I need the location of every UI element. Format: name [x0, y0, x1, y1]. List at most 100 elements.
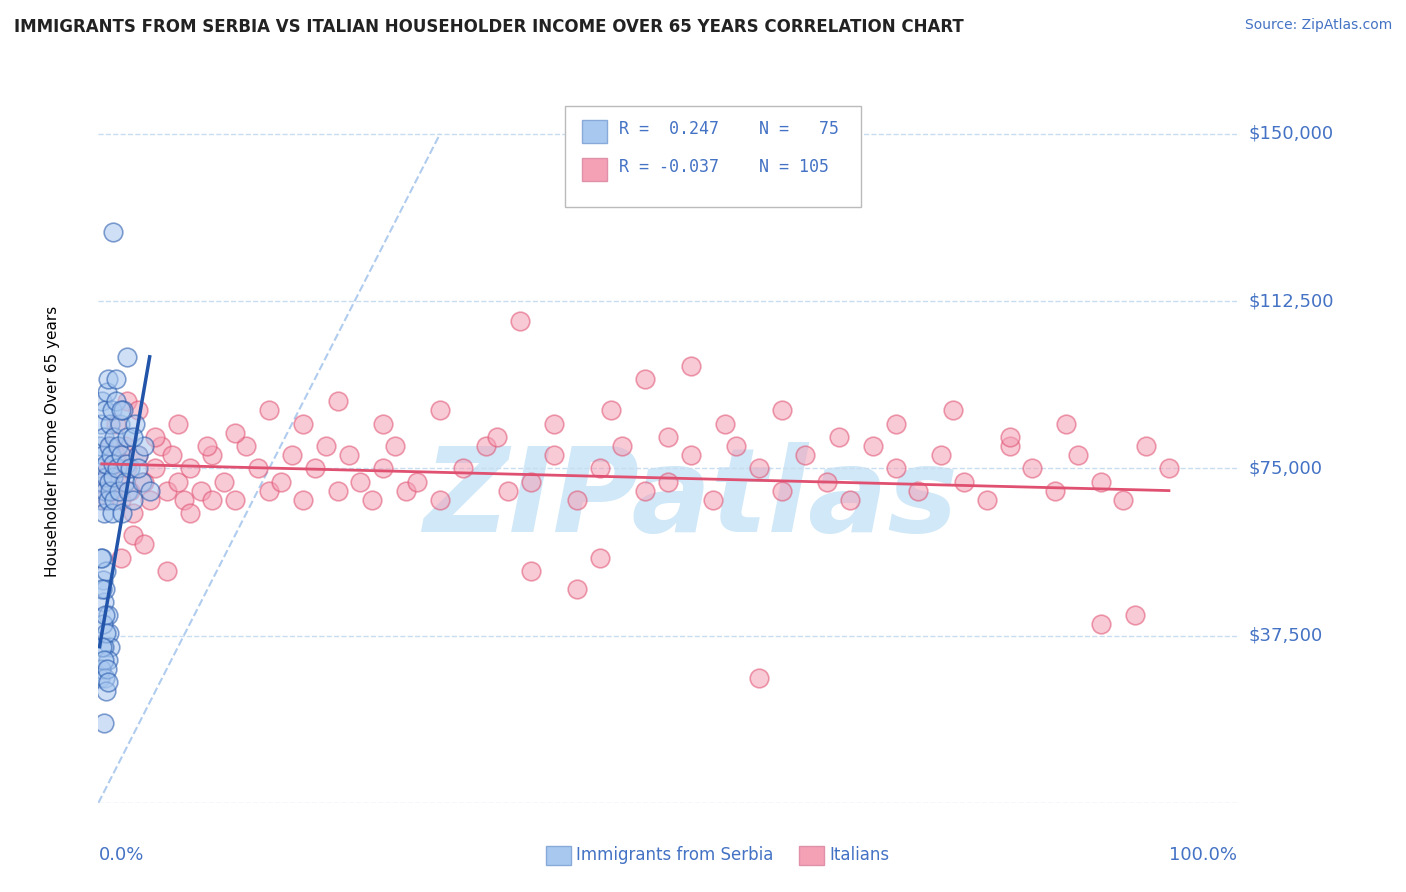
Point — [132, 475, 155, 489]
Point — [91, 640, 114, 654]
Point — [509, 314, 531, 328]
Point — [110, 492, 132, 507]
Point — [124, 417, 146, 431]
Point — [91, 475, 114, 489]
Point — [115, 350, 138, 364]
Point — [94, 608, 117, 623]
Point — [127, 461, 149, 475]
Text: IMMIGRANTS FROM SERBIA VS ITALIAN HOUSEHOLDER INCOME OVER 65 YEARS CORRELATION C: IMMIGRANTS FROM SERBIA VS ITALIAN HOUSEH… — [14, 18, 963, 36]
Point — [429, 403, 451, 417]
Text: $150,000: $150,000 — [1249, 125, 1334, 143]
Point — [96, 653, 118, 667]
Point — [114, 457, 136, 471]
Point — [156, 483, 179, 498]
Point — [486, 430, 509, 444]
Point — [97, 475, 120, 489]
Point — [90, 492, 112, 507]
Point — [1043, 483, 1066, 498]
Point — [103, 225, 125, 239]
Point — [679, 448, 702, 462]
Point — [150, 439, 173, 453]
Point — [94, 403, 117, 417]
Point — [770, 483, 793, 498]
Point — [89, 439, 111, 453]
Point — [998, 430, 1021, 444]
Text: 0.0%: 0.0% — [98, 847, 143, 864]
Point — [90, 475, 112, 489]
Point — [127, 448, 149, 462]
Point — [115, 430, 138, 444]
Point — [94, 582, 117, 596]
Point — [384, 439, 406, 453]
Point — [110, 550, 132, 565]
Point — [498, 483, 520, 498]
Point — [195, 439, 218, 453]
Point — [104, 394, 127, 409]
Point — [108, 475, 131, 489]
Point — [770, 403, 793, 417]
Point — [103, 492, 125, 507]
Point — [942, 403, 965, 417]
Point — [167, 417, 190, 431]
Point — [104, 417, 127, 431]
Point — [90, 394, 112, 409]
Point — [1021, 461, 1043, 475]
Point — [120, 483, 142, 498]
Point — [748, 461, 770, 475]
Point — [110, 448, 132, 462]
Point — [114, 475, 136, 489]
Point — [121, 506, 143, 520]
Point — [96, 457, 118, 471]
Point — [1067, 448, 1090, 462]
Point — [884, 417, 907, 431]
Point — [588, 550, 610, 565]
Point — [132, 537, 155, 551]
Point — [105, 461, 128, 475]
Point — [103, 457, 125, 471]
Point — [976, 492, 998, 507]
Point — [98, 439, 121, 453]
Point — [93, 640, 115, 654]
Point — [1157, 461, 1180, 475]
Point — [998, 439, 1021, 453]
Point — [114, 439, 136, 453]
Point — [793, 448, 815, 462]
Point — [884, 461, 907, 475]
Point — [190, 483, 212, 498]
Point — [162, 448, 184, 462]
Point — [725, 439, 748, 453]
Point — [156, 564, 179, 578]
Point — [100, 448, 122, 462]
Point — [91, 448, 114, 462]
Point — [259, 403, 281, 417]
Point — [98, 439, 121, 453]
Point — [474, 439, 496, 453]
Point — [131, 475, 153, 489]
Point — [93, 506, 115, 520]
Point — [91, 573, 114, 587]
Point — [93, 653, 115, 667]
Point — [127, 448, 149, 462]
Point — [212, 475, 235, 489]
Point — [429, 492, 451, 507]
Point — [96, 662, 118, 676]
Point — [1056, 417, 1078, 431]
Point — [815, 475, 838, 489]
Point — [120, 461, 142, 475]
Point — [115, 394, 138, 409]
Point — [121, 528, 143, 542]
Point — [281, 448, 304, 462]
Point — [337, 448, 360, 462]
Point — [1090, 475, 1112, 489]
Point — [1135, 439, 1157, 453]
Point — [173, 492, 195, 507]
Point — [90, 417, 112, 431]
Point — [714, 417, 737, 431]
Point — [97, 372, 120, 386]
FancyBboxPatch shape — [582, 120, 607, 143]
Point — [839, 492, 862, 507]
Point — [96, 492, 118, 507]
Point — [138, 492, 160, 507]
Point — [93, 671, 115, 685]
Point — [588, 461, 610, 475]
